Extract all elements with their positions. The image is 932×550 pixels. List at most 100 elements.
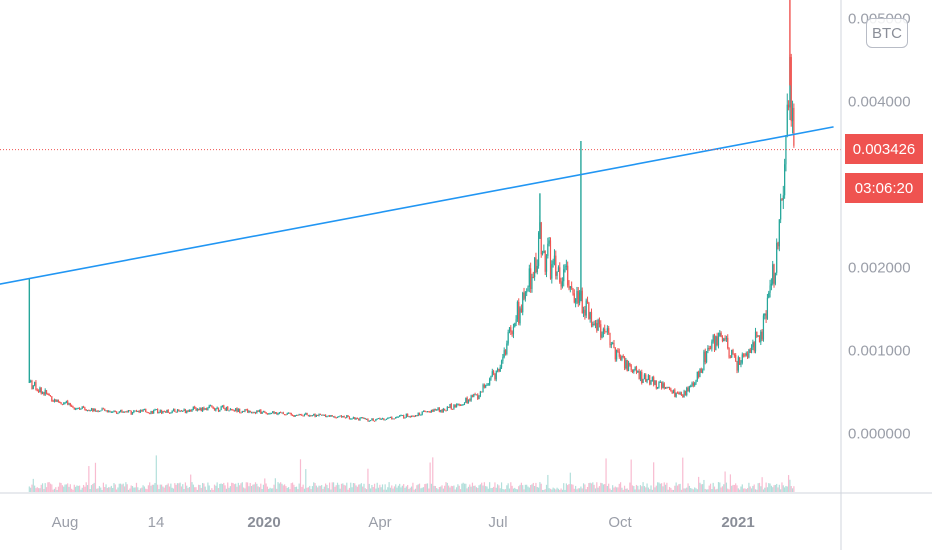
candle — [164, 411, 167, 413]
volume-bar — [776, 483, 778, 492]
candle — [354, 417, 356, 420]
volume-bar — [249, 482, 251, 492]
volume-bar — [430, 483, 433, 492]
volume-bar — [413, 489, 415, 492]
volume-bar — [270, 488, 272, 492]
volume-bar — [548, 488, 550, 492]
candle — [323, 414, 325, 416]
volume-bar — [158, 489, 160, 492]
candle — [519, 306, 521, 326]
volume-bar — [699, 482, 701, 492]
volume-bar — [78, 485, 81, 492]
volume-bar — [138, 489, 140, 492]
volume-bar — [137, 487, 139, 492]
volume-bar — [237, 482, 239, 492]
volume-bar — [658, 482, 660, 492]
volume-bar — [568, 484, 570, 492]
volume-bar — [743, 488, 745, 492]
candle — [782, 185, 784, 209]
volume-bar — [637, 485, 639, 492]
candle — [602, 327, 605, 338]
candle — [527, 285, 529, 292]
volume-bar — [85, 482, 87, 492]
volume-bar — [502, 488, 504, 492]
symbol-badge[interactable]: BTC — [866, 18, 908, 48]
candle — [43, 391, 45, 396]
candle — [756, 331, 758, 338]
candle — [35, 380, 37, 391]
volume-bar — [264, 478, 266, 492]
volume-bar — [367, 468, 369, 492]
candle — [315, 414, 317, 417]
volume-bar — [303, 488, 306, 492]
volume-bar — [220, 483, 222, 492]
candle — [186, 410, 188, 414]
candle — [246, 408, 249, 413]
candle — [421, 411, 423, 416]
candle — [616, 349, 618, 362]
volume-bar — [160, 484, 163, 492]
candle — [130, 410, 132, 415]
volume-bar — [627, 489, 630, 492]
volume-bar — [252, 484, 254, 492]
volume-bar — [182, 484, 184, 492]
volume-bar — [36, 487, 38, 492]
volume-bar — [633, 486, 635, 492]
candle — [101, 407, 103, 411]
candle — [790, 53, 792, 127]
volume-bar — [510, 482, 512, 492]
volume-bar — [277, 482, 279, 492]
volume-bar — [594, 488, 597, 492]
volume-bar — [183, 489, 185, 492]
volume-bar — [48, 482, 50, 492]
volume-bar — [170, 483, 172, 492]
candle — [265, 411, 267, 415]
volume-bar — [575, 485, 577, 492]
volume-bar — [380, 487, 382, 492]
volume-bar — [82, 484, 85, 492]
volume-bar — [537, 487, 540, 492]
volume-bar — [553, 488, 556, 492]
volume-bar — [523, 489, 525, 492]
volume-bar — [571, 484, 573, 492]
volume-bar — [496, 484, 499, 492]
candle — [358, 418, 360, 421]
candle — [280, 411, 282, 414]
candle — [129, 410, 131, 412]
candle — [619, 354, 622, 361]
volume-layer — [28, 455, 795, 492]
candle — [549, 237, 552, 280]
candle — [720, 331, 722, 338]
volume-bar — [590, 483, 593, 492]
candle — [277, 413, 279, 416]
volume-bar — [358, 484, 360, 492]
volume-bar — [481, 482, 483, 492]
volume-bar — [746, 488, 749, 492]
candle — [256, 410, 258, 414]
volume-bar — [695, 488, 697, 492]
volume-bar — [400, 487, 402, 492]
candle — [690, 384, 692, 388]
volume-bar — [687, 483, 689, 492]
candle — [635, 365, 638, 375]
volume-bar — [388, 482, 390, 492]
volume-bar — [622, 489, 624, 492]
candle — [411, 415, 413, 418]
candle — [78, 407, 81, 410]
candle-layer — [28, 0, 795, 422]
volume-bar — [705, 489, 708, 492]
volume-bar — [741, 484, 743, 492]
volume-bar — [256, 483, 258, 492]
volume-bar — [757, 483, 759, 492]
candle — [153, 409, 155, 414]
volume-bar — [503, 489, 505, 492]
candle — [589, 311, 591, 323]
candle — [545, 254, 548, 278]
trendline[interactable] — [0, 126, 834, 286]
candle — [51, 396, 53, 402]
candle — [478, 395, 480, 400]
volume-bar — [494, 482, 496, 492]
candle — [266, 413, 269, 415]
